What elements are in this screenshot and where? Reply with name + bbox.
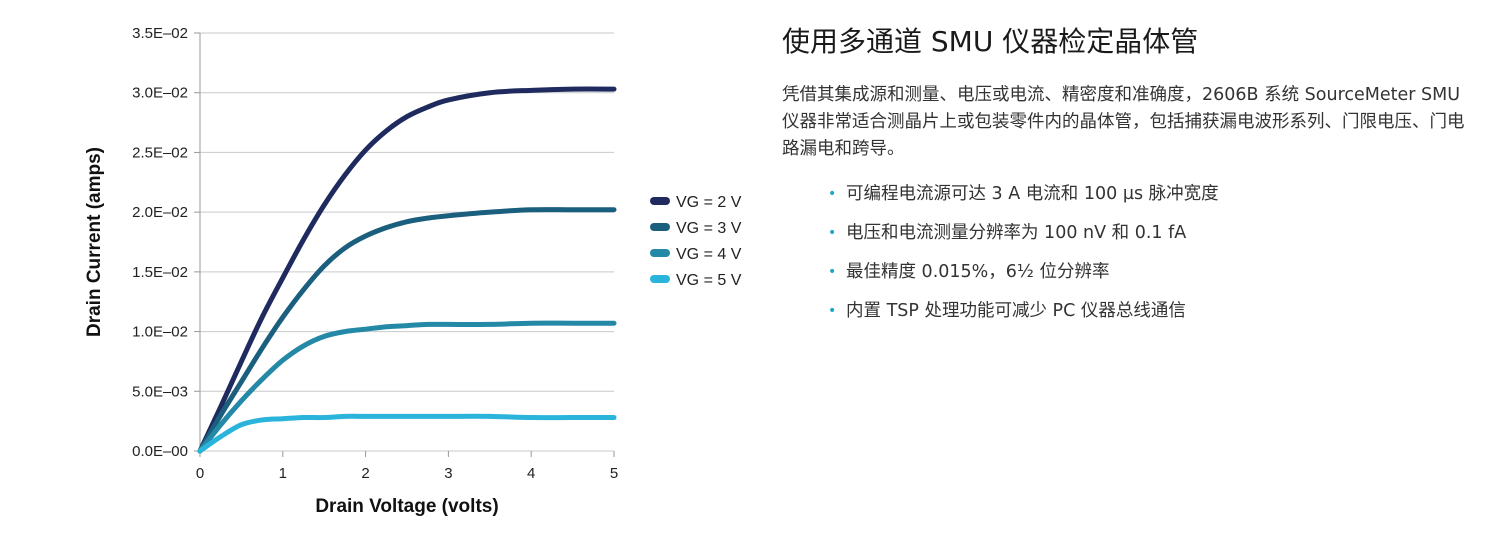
feature-text: 电压和电流测量分辨率为 100 nV 和 0.1 fA (846, 223, 1187, 243)
y-tick-label: 3.0E–02 (132, 85, 188, 102)
legend-swatch (650, 223, 670, 231)
panel-description: 凭借其集成源和测量、电压或电流、精密度和准确度，2606B 系统 SourceM… (782, 85, 1465, 159)
legend-label: VG = 3 V (676, 220, 742, 237)
chart-series (197, 86, 617, 454)
legend-item: VG = 2 V (650, 194, 742, 211)
bullet-icon: • (828, 186, 837, 202)
y-tick-label: 5.0E–03 (132, 383, 188, 400)
bullet-icon: • (828, 225, 837, 241)
bullet-icon: • (828, 303, 837, 319)
legend-label: VG = 2 V (676, 194, 742, 211)
feature-text: 内置 TSP 处理功能可减少 PC 仪器总线通信 (846, 301, 1186, 321)
y-tick-label: 2.5E–02 (132, 144, 188, 161)
series-line-4 (197, 413, 617, 454)
y-axis-ticks: 0.0E–00 5.0E–03 1.0E–02 1.5E–02 2.0E–02 2.5E–… (132, 25, 200, 460)
y-tick-label: 1.5E–02 (132, 264, 188, 281)
legend-label: VG = 5 V (676, 272, 742, 289)
series-line-3 (197, 320, 617, 454)
chart: 0.0E–00 5.0E–03 1.0E–02 1.5E–02 2.0E–02 2.5E–… (84, 25, 742, 517)
y-tick-label: 2.0E–02 (132, 204, 188, 221)
bullet-icon: • (828, 264, 837, 280)
legend-swatch (650, 197, 670, 205)
chart-legend: VG = 2 V VG = 3 V VG = 4 V VG = 5 V (650, 194, 742, 289)
y-tick-label: 3.5E–02 (132, 25, 188, 42)
series-line-2 (197, 207, 617, 454)
x-tick-label: 1 (279, 465, 287, 482)
panel-title: 使用多通道 SMU 仪器检定晶体管 (782, 25, 1199, 58)
y-tick-label: 0.0E–00 (132, 443, 188, 460)
x-tick-label: 4 (527, 465, 535, 482)
x-tick-label: 3 (444, 465, 452, 482)
feature-list: • 可编程电流源可达 3 A 电流和 100 µs 脉冲宽度 • 电压和电流测量分辨… (782, 181, 1482, 324)
legend-swatch (650, 249, 670, 257)
x-tick-label: 0 (196, 465, 204, 482)
legend-label: VG = 4 V (676, 246, 742, 263)
series-line-1 (197, 86, 617, 454)
feature-item: • 可编程电流源可达 3 A 电流和 100 µs 脉冲宽度 (828, 181, 1482, 207)
chart-grid (200, 32, 614, 452)
x-axis-title: Drain Voltage (volts) (315, 496, 498, 517)
feature-panel: 使用多通道 SMU 仪器检定晶体管 凭借其集成源和测量、电压或电流、精密度和准确… (782, 22, 1482, 337)
x-axis-ticks: 0 1 2 3 4 5 (196, 451, 618, 482)
x-tick-label: 2 (361, 465, 369, 482)
y-tick-label: 1.0E–02 (132, 324, 188, 341)
feature-text: 可编程电流源可达 3 A 电流和 100 µs 脉冲宽度 (846, 184, 1219, 204)
feature-item: • 内置 TSP 处理功能可减少 PC 仪器总线通信 (828, 298, 1482, 324)
legend-swatch (650, 275, 670, 283)
legend-item: VG = 3 V (650, 220, 742, 237)
legend-item: VG = 5 V (650, 272, 742, 289)
feature-text: 最佳精度 0.015%，6½ 位分辨率 (846, 262, 1110, 282)
x-tick-label: 5 (610, 465, 618, 482)
feature-item: • 最佳精度 0.015%，6½ 位分辨率 (828, 259, 1482, 285)
legend-item: VG = 4 V (650, 246, 742, 263)
feature-item: • 电压和电流测量分辨率为 100 nV 和 0.1 fA (828, 220, 1482, 246)
y-axis-title: Drain Current (amps) (84, 147, 105, 337)
